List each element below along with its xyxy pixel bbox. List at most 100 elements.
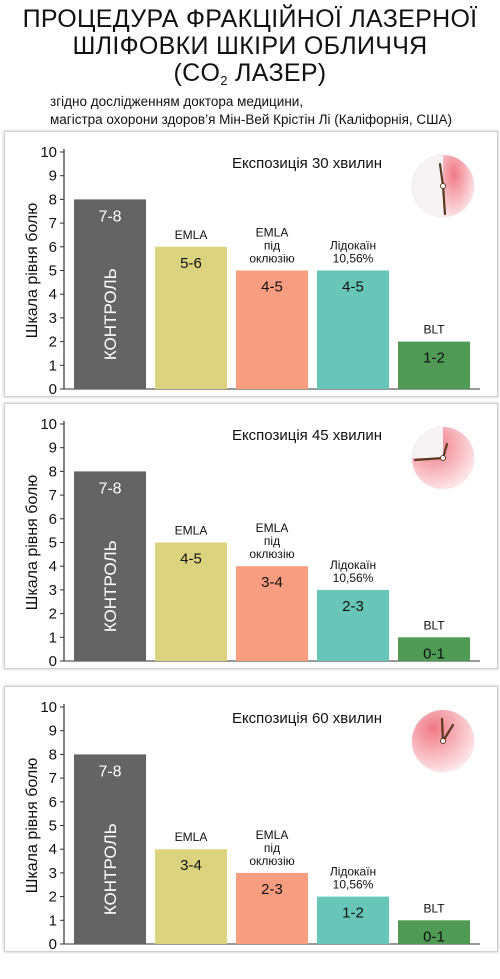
y-axis-title: Шкала рівня болю [24,475,41,611]
y-tick-label: 9 [49,723,57,740]
clock-icon [411,709,475,773]
y-axis-title: Шкала рівня болю [24,203,41,339]
y-tick-label: 7 [49,215,57,232]
y-tick-label: 8 [49,746,57,763]
chart-panel-60: 0 1 2 3 4 5 6 7 8 9 10 Шкала рівня болю Експозиція 6… [4,686,498,953]
category-label-lidocaine: Лідокаїн [330,558,376,572]
category-label-lidocaine: Лідокаїн [330,865,376,879]
bar-blt [398,341,470,389]
bar-emla-occlusion [236,872,308,944]
clock-center [440,738,446,744]
chart-svg-60: 0 1 2 3 4 5 6 7 8 9 10 Шкала рівня болю Експозиція 6… [24,699,480,953]
y-tick-label: 6 [49,511,57,528]
category-label-lidocaine: 10,56% [333,571,374,585]
y-tick-label: 6 [49,794,57,811]
y-tick-label: 9 [49,168,57,185]
value-label-control: 7-8 [98,480,121,497]
category-label-emla-occlusion: під [264,239,280,253]
chart-title: Експозиція 60 хвилин [232,710,382,727]
category-label-emla: EMLA [175,524,208,538]
title-line-1: ПРОЦЕДУРА ФРАКЦІЙНОЇ ЛАЗЕРНОЇ [22,5,478,33]
y-tick-label: 0 [49,936,57,951]
bar-emla [155,542,227,661]
category-label-emla-occlusion: EMLA [256,828,289,842]
y-tick-label: 7 [49,487,57,504]
y-tick-label: 10 [40,416,57,433]
category-label-blt: BLT [423,618,445,632]
y-tick-label: 4 [49,286,57,303]
bar-emla-occlusion [236,270,308,389]
y-tick-label: 0 [49,381,57,396]
y-tick-label: 3 [49,582,57,599]
category-label-emla-occlusion: оклюзію [249,854,294,868]
y-tick-label: 3 [49,865,57,882]
bar-emla [155,246,227,389]
clock-hour-hand [438,162,445,188]
chart-title: Експозиція 30 хвилин [232,155,382,172]
bar-emla-occlusion [236,566,308,661]
clock-center [440,455,446,461]
y-tick-label: 5 [49,535,57,552]
category-label-emla-occlusion: оклюзію [249,252,294,266]
title-line-3-post: ЛАЗЕР) [227,59,327,87]
subtitle-line-1: згідно дослідженням доктора медицини, [50,94,304,109]
bar-lidocaine [317,896,389,944]
title-subscript: 2 [220,73,228,88]
bar-control [74,471,146,661]
y-tick-label: 1 [49,357,57,374]
clock-elapsed-sector [443,155,474,217]
category-label-lidocaine: 10,56% [333,252,374,266]
category-label-emla-occlusion: під [264,841,280,855]
category-label-control: КОНТРОЛЬ [101,823,120,915]
value-label-blt: 0-1 [423,928,445,945]
category-label-control: КОНТРОЛЬ [101,540,120,632]
value-label-emla: 5-6 [180,255,202,272]
bar-control [74,754,146,944]
value-label-blt: 1-2 [423,350,445,367]
category-label-lidocaine: 10,56% [333,878,374,892]
y-tick-label: 2 [49,606,57,623]
clock-icon [411,426,475,490]
value-label-lidocaine: 4-5 [342,279,364,296]
clock-minute-hand [441,184,447,216]
y-tick-label: 4 [49,841,57,858]
clock-center [440,183,446,189]
bar-lidocaine [317,270,389,389]
value-label-lidocaine: 1-2 [342,905,364,922]
y-tick-label: 4 [49,558,57,575]
clock-icon [411,154,475,218]
chart-panel-45: 0 1 2 3 4 5 6 7 8 9 10 Шкала рівня болю Експозиція 4… [4,403,498,670]
y-tick-label: 7 [49,770,57,787]
category-label-emla-occlusion: під [264,534,280,548]
category-label-lidocaine: Лідокаїн [330,239,376,253]
chart-title: Експозиція 45 хвилин [232,427,382,444]
value-label-blt: 0-1 [423,645,445,662]
subtitle: згідно дослідженням доктора медицини, ма… [50,93,490,129]
y-tick-label: 0 [49,653,57,668]
category-label-control: КОНТРОЛЬ [101,268,120,360]
y-axis-title: Шкала рівня болю [24,758,41,894]
bar-control [74,199,146,389]
clock-minute-hand [440,717,445,743]
y-tick-label: 5 [49,263,57,280]
bar-blt [398,637,470,661]
value-label-control: 7-8 [98,208,121,225]
value-label-emla: 4-5 [180,551,202,568]
value-label-emla-occlusion: 3-4 [261,574,283,591]
y-tick-label: 6 [49,239,57,256]
title-line-2: ШЛІФОВКИ ШКІРИ ОБЛИЧЧЯ [72,32,428,60]
bar-emla [155,849,227,944]
category-label-emla-occlusion: оклюзію [249,547,294,561]
category-label-blt: BLT [423,901,445,915]
category-label-blt: BLT [423,323,445,337]
chart-panel-30: 0 1 2 3 4 5 6 7 8 9 10 Шкала рівня болю Експозиція 3… [4,131,498,398]
y-tick-label: 5 [49,818,57,835]
y-tick-label: 2 [49,334,57,351]
value-label-emla: 3-4 [180,857,202,874]
y-tick-label: 8 [49,191,57,208]
y-tick-label: 1 [49,912,57,929]
category-label-emla: EMLA [175,228,208,242]
y-tick-label: 1 [49,629,57,646]
y-tick-label: 10 [40,144,57,161]
y-tick-label: 9 [49,440,57,457]
